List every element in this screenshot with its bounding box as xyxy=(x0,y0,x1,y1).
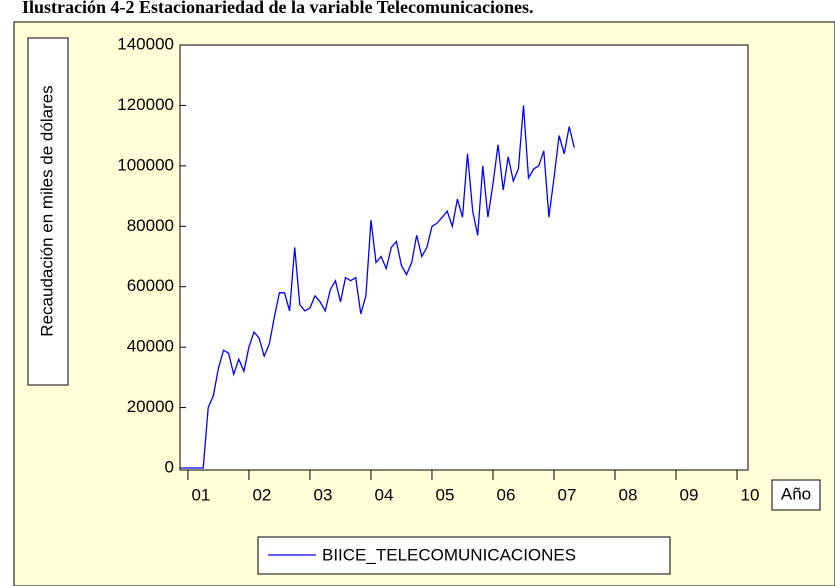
x-tick-label: 02 xyxy=(252,485,271,504)
y-tick-label: 100000 xyxy=(117,155,174,174)
x-tick-label: 09 xyxy=(680,485,699,504)
y-label-box xyxy=(27,37,69,386)
plot-area xyxy=(179,44,749,471)
y-tick-label: 60000 xyxy=(127,276,174,295)
x-tick-label: 07 xyxy=(558,485,577,504)
chart-title: Ilustración 4-2 Estacionariedad de la va… xyxy=(22,0,534,17)
legend-label: BIICE_TELECOMUNICACIONES xyxy=(322,545,576,564)
y-tick-label: 40000 xyxy=(127,337,174,356)
y-tick-label: 80000 xyxy=(127,216,174,235)
y-tick-label: 120000 xyxy=(117,95,174,114)
x-tick-label: 10 xyxy=(741,485,760,504)
legend xyxy=(257,536,671,575)
x-tick-label: 04 xyxy=(374,485,393,504)
x-tick-label: 05 xyxy=(436,485,455,504)
x-tick-label: 03 xyxy=(313,485,332,504)
y-tick-label: 20000 xyxy=(127,397,174,416)
y-tick-label: 140000 xyxy=(117,34,174,53)
x-tick-label: 01 xyxy=(191,485,210,504)
line-series xyxy=(182,105,575,469)
x-tick-label: 08 xyxy=(619,485,638,504)
y-tick-label: 0 xyxy=(165,457,174,476)
x-label-box xyxy=(771,479,821,511)
y-axis-label: Recaudación en miles de dólares xyxy=(37,85,56,336)
x-axis-label: Año xyxy=(781,484,811,503)
x-tick-label: 06 xyxy=(497,485,516,504)
